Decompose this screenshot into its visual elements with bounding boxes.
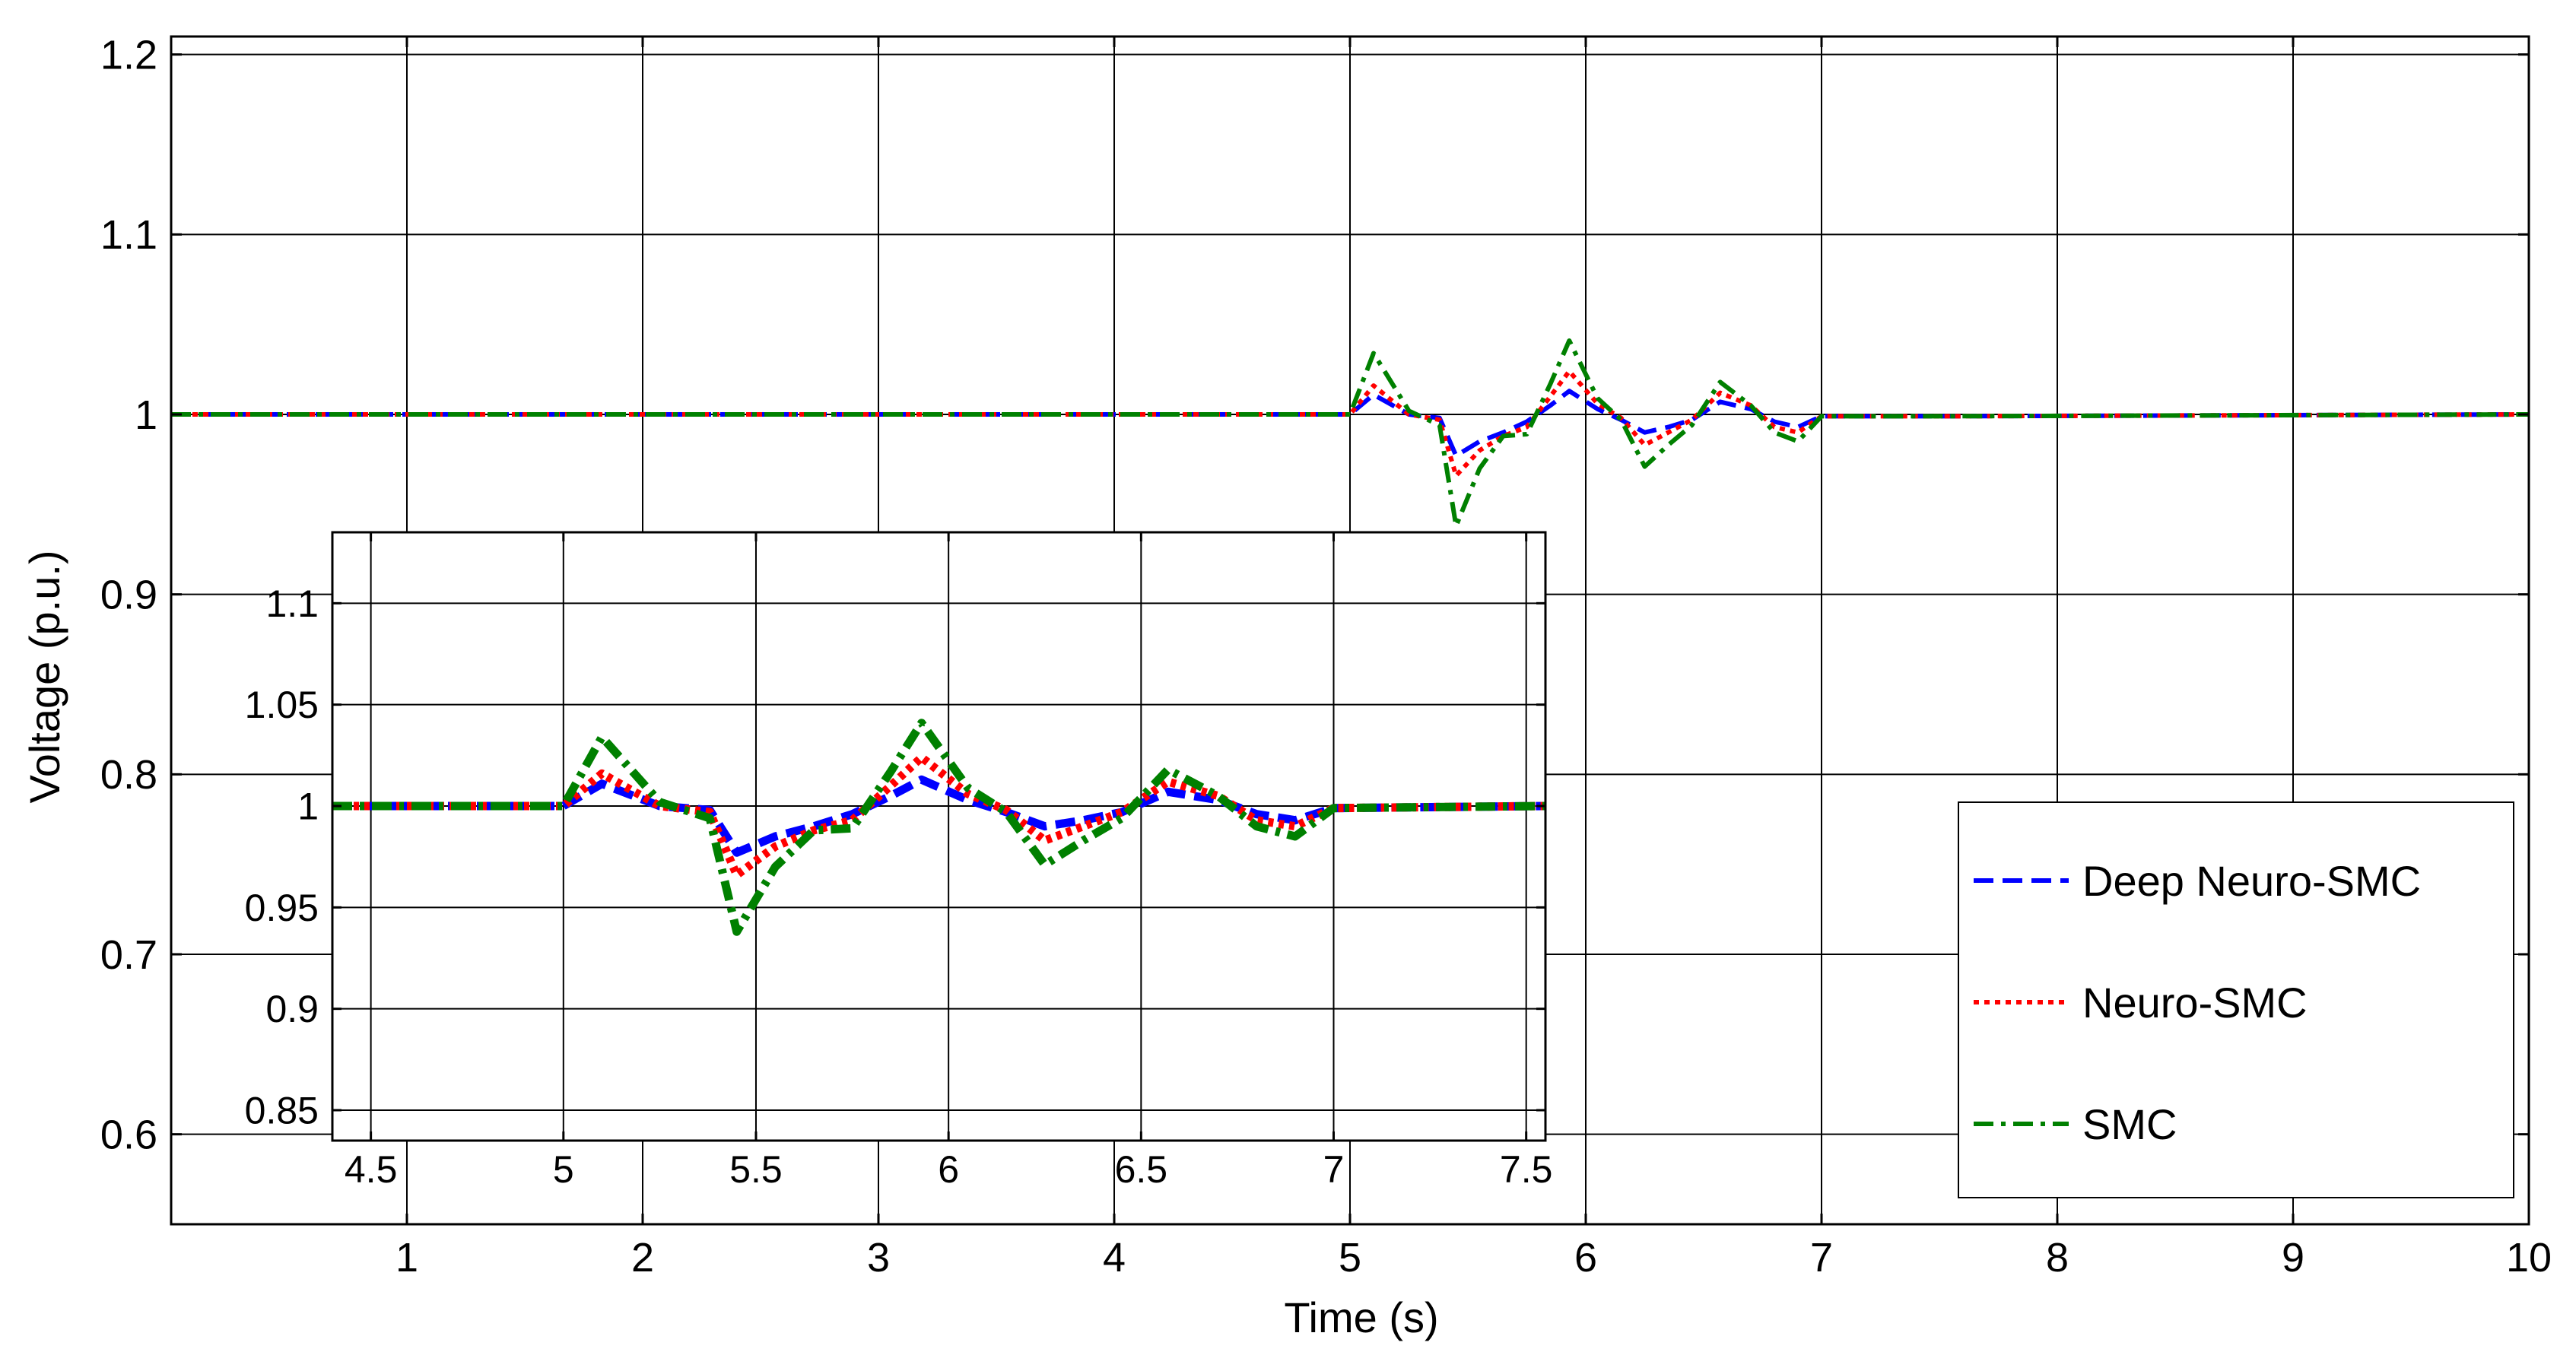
y-tick-label: 0.9: [100, 573, 157, 618]
y-tick-label: 1.05: [245, 684, 319, 726]
x-tick-label: 5: [1339, 1235, 1361, 1281]
y-tick-label: 0.9: [265, 988, 319, 1030]
x-tick-label: 4: [1103, 1235, 1126, 1281]
y-tick-label: 0.7: [100, 932, 157, 978]
x-tick-label: 7: [1810, 1235, 1833, 1281]
x-tick-label: 7: [1323, 1148, 1345, 1191]
x-tick-label: 10: [2506, 1235, 2552, 1281]
x-tick-label: 8: [2046, 1235, 2069, 1281]
y-tick-label: 0.95: [245, 887, 319, 929]
y-tick-label: 0.85: [245, 1090, 319, 1132]
y-axis-label: Voltage (p.u.): [21, 550, 68, 803]
y-tick-label: 1.1: [265, 582, 319, 625]
y-tick-label: 0.8: [100, 752, 157, 798]
legend-label-smc: SMC: [2082, 1100, 2177, 1148]
x-tick-label: 4.5: [345, 1148, 398, 1191]
x-tick-label: 1: [395, 1235, 418, 1281]
inset-plot-area: 4.5 5 5.5 6 6.5 7 7.5 0.85 0.9 0.95 1 1.05 1.1: [245, 531, 1553, 1191]
x-tick-label: 3: [867, 1235, 890, 1281]
x-tick-label: 5: [553, 1148, 574, 1191]
series-line-smc: [171, 338, 2529, 528]
x-tick-label: 5.5: [729, 1148, 783, 1191]
legend: Deep Neuro-SMC Neuro-SMC SMC: [1958, 801, 2514, 1198]
x-tick-label: 6: [938, 1148, 959, 1191]
y-tick-label: 1.1: [100, 212, 157, 258]
y-tick-label: 0.6: [100, 1112, 157, 1158]
x-axis-label: Time (s): [1284, 1293, 1438, 1341]
legend-label-deep-neuro-smc: Deep Neuro-SMC: [2082, 857, 2421, 905]
series-line-2: [332, 719, 1545, 936]
x-tick-label: 9: [2282, 1235, 2304, 1281]
x-tick-label: 6: [1574, 1235, 1597, 1281]
y-tick-label: 1.2: [100, 33, 157, 78]
series-line-deep-neuro-smc: [171, 389, 2529, 459]
plot-background: [332, 532, 1545, 1141]
axes-frame: [331, 531, 1547, 1142]
legend-label-neuro-smc: Neuro-SMC: [2082, 979, 2308, 1027]
x-tick-label: 7.5: [1500, 1148, 1553, 1191]
x-tick-label: 2: [631, 1235, 654, 1281]
y-tick-label: 1: [297, 785, 319, 828]
y-tick-label: 1: [135, 392, 157, 438]
x-tick-label: 6.5: [1115, 1148, 1168, 1191]
